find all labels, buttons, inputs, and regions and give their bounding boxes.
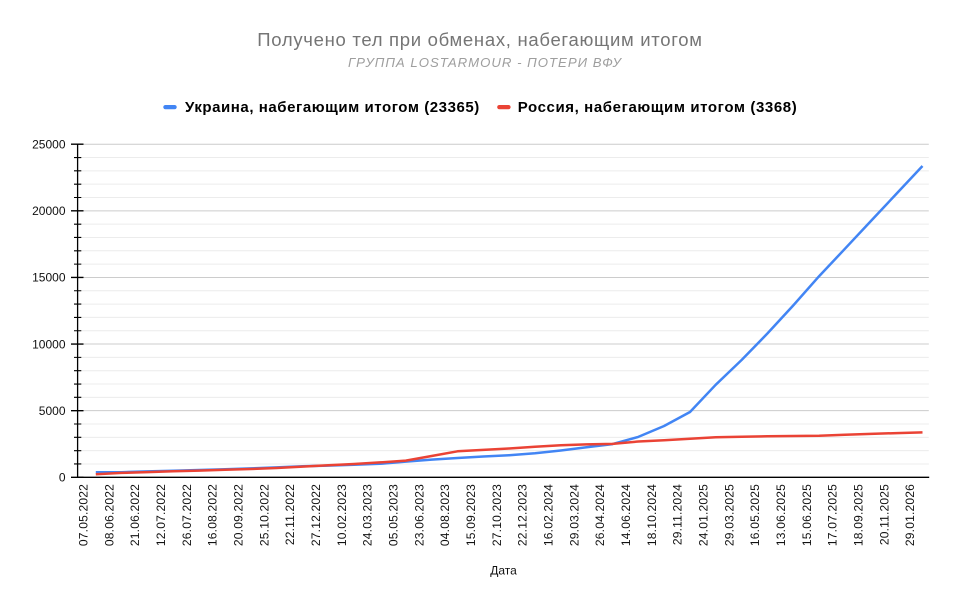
svg-text:16.08.2022: 16.08.2022	[206, 484, 220, 546]
svg-text:04.08.2023: 04.08.2023	[438, 484, 452, 546]
svg-text:17.07.2025: 17.07.2025	[826, 484, 840, 546]
svg-text:27.10.2023: 27.10.2023	[490, 484, 504, 546]
svg-text:ГРУППА LOSTARMOUR - ПОТЕРИ ВФУ: ГРУППА LOSTARMOUR - ПОТЕРИ ВФУ	[348, 55, 623, 70]
svg-text:13.06.2025: 13.06.2025	[774, 484, 788, 546]
svg-text:05.05.2023: 05.05.2023	[387, 484, 401, 546]
svg-text:23.06.2023: 23.06.2023	[412, 484, 426, 546]
svg-text:20000: 20000	[32, 204, 66, 218]
svg-text:22.11.2022: 22.11.2022	[283, 484, 297, 545]
svg-text:Получено тел при обменах, набе: Получено тел при обменах, набегающим ито…	[257, 29, 702, 50]
svg-text:25000: 25000	[32, 137, 66, 151]
svg-text:07.05.2022: 07.05.2022	[77, 484, 91, 546]
svg-text:26.07.2022: 26.07.2022	[180, 484, 194, 546]
svg-text:10000: 10000	[32, 337, 66, 351]
svg-text:15.09.2023: 15.09.2023	[464, 484, 478, 546]
svg-text:16.05.2025: 16.05.2025	[748, 484, 762, 546]
svg-text:16.02.2024: 16.02.2024	[542, 484, 556, 546]
svg-text:24.01.2025: 24.01.2025	[697, 484, 711, 546]
svg-text:10.02.2023: 10.02.2023	[335, 484, 349, 546]
svg-text:Дата: Дата	[490, 564, 517, 578]
svg-text:29.03.2024: 29.03.2024	[567, 484, 581, 546]
svg-text:21.06.2022: 21.06.2022	[128, 484, 142, 546]
svg-text:15000: 15000	[32, 271, 66, 285]
svg-text:29.01.2026: 29.01.2026	[903, 484, 917, 546]
svg-text:0: 0	[59, 471, 66, 485]
svg-text:27.12.2022: 27.12.2022	[309, 484, 323, 546]
svg-text:08.06.2022: 08.06.2022	[102, 484, 116, 546]
svg-text:15.06.2025: 15.06.2025	[800, 484, 814, 546]
svg-text:18.09.2025: 18.09.2025	[852, 484, 866, 546]
svg-text:14.06.2024: 14.06.2024	[619, 484, 633, 546]
svg-text:12.07.2022: 12.07.2022	[154, 484, 168, 546]
svg-text:Россия, набегающим итогом (336: Россия, набегающим итогом (3368)	[518, 99, 798, 116]
svg-text:24.03.2023: 24.03.2023	[361, 484, 375, 546]
svg-text:25.10.2022: 25.10.2022	[257, 484, 271, 546]
svg-text:20.11.2025: 20.11.2025	[877, 484, 891, 545]
svg-text:20.09.2022: 20.09.2022	[232, 484, 246, 546]
svg-text:18.10.2024: 18.10.2024	[645, 484, 659, 546]
svg-text:Украина, набегающим итогом (23: Украина, набегающим итогом (23365)	[185, 99, 480, 116]
svg-text:29.11.2024: 29.11.2024	[671, 484, 685, 545]
svg-text:26.04.2024: 26.04.2024	[593, 484, 607, 546]
svg-text:5000: 5000	[39, 404, 66, 418]
svg-text:22.12.2023: 22.12.2023	[516, 484, 530, 546]
svg-text:29.03.2025: 29.03.2025	[722, 484, 736, 546]
